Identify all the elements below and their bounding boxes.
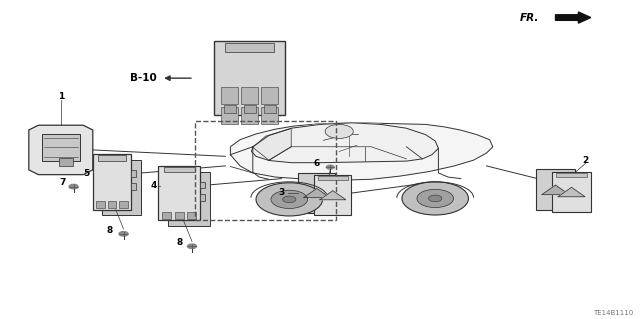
Text: 8: 8 (176, 238, 182, 247)
Bar (200, 194, 205, 201)
Bar (314, 175, 351, 215)
Bar (214, 41, 285, 115)
Bar (241, 107, 258, 124)
Bar (556, 173, 587, 177)
Bar (200, 182, 205, 188)
Polygon shape (253, 129, 291, 160)
Bar (195, 121, 336, 220)
Circle shape (283, 196, 296, 203)
Bar (264, 105, 276, 113)
Bar (318, 176, 348, 181)
Polygon shape (252, 123, 438, 163)
Bar (187, 212, 196, 219)
Bar (223, 105, 236, 113)
Circle shape (325, 124, 353, 138)
Polygon shape (542, 185, 569, 195)
Bar (225, 42, 275, 52)
Bar (168, 172, 210, 226)
Bar (119, 201, 128, 208)
Text: 2: 2 (582, 156, 589, 165)
Bar (261, 107, 278, 124)
Bar (244, 105, 255, 113)
Bar (162, 212, 172, 219)
Bar (241, 87, 258, 104)
Bar (552, 172, 591, 212)
Text: 1: 1 (58, 92, 64, 101)
Circle shape (119, 232, 128, 236)
Bar (108, 201, 116, 208)
Circle shape (271, 190, 308, 209)
Bar (131, 170, 136, 177)
Circle shape (429, 195, 442, 202)
Text: 6: 6 (313, 159, 319, 168)
Text: 8: 8 (107, 226, 113, 235)
Bar (159, 166, 200, 220)
Bar (96, 201, 105, 208)
Polygon shape (230, 123, 493, 180)
Circle shape (417, 189, 454, 208)
Bar (298, 173, 335, 213)
Text: 4: 4 (150, 181, 157, 190)
Bar (102, 160, 141, 216)
Bar (42, 134, 80, 161)
Bar (175, 212, 184, 219)
Bar (131, 183, 136, 189)
Text: B-10: B-10 (130, 73, 157, 83)
Polygon shape (29, 125, 93, 175)
Circle shape (402, 182, 468, 215)
Circle shape (326, 165, 334, 169)
Polygon shape (320, 191, 346, 200)
Bar (536, 169, 575, 210)
Bar (97, 155, 127, 161)
Polygon shape (556, 12, 591, 23)
Polygon shape (304, 189, 330, 197)
Bar (261, 87, 278, 104)
Text: 3: 3 (278, 189, 285, 197)
Circle shape (256, 183, 323, 216)
Bar (93, 154, 131, 210)
Text: 5: 5 (83, 169, 90, 178)
Polygon shape (558, 187, 585, 197)
Text: FR.: FR. (520, 12, 539, 23)
Text: 7: 7 (59, 178, 65, 187)
Bar (221, 107, 238, 124)
Circle shape (69, 184, 78, 189)
Text: TE14B1110: TE14B1110 (593, 310, 634, 316)
Bar (221, 87, 238, 104)
Bar (164, 167, 195, 172)
Bar (59, 158, 73, 166)
Circle shape (188, 244, 196, 249)
